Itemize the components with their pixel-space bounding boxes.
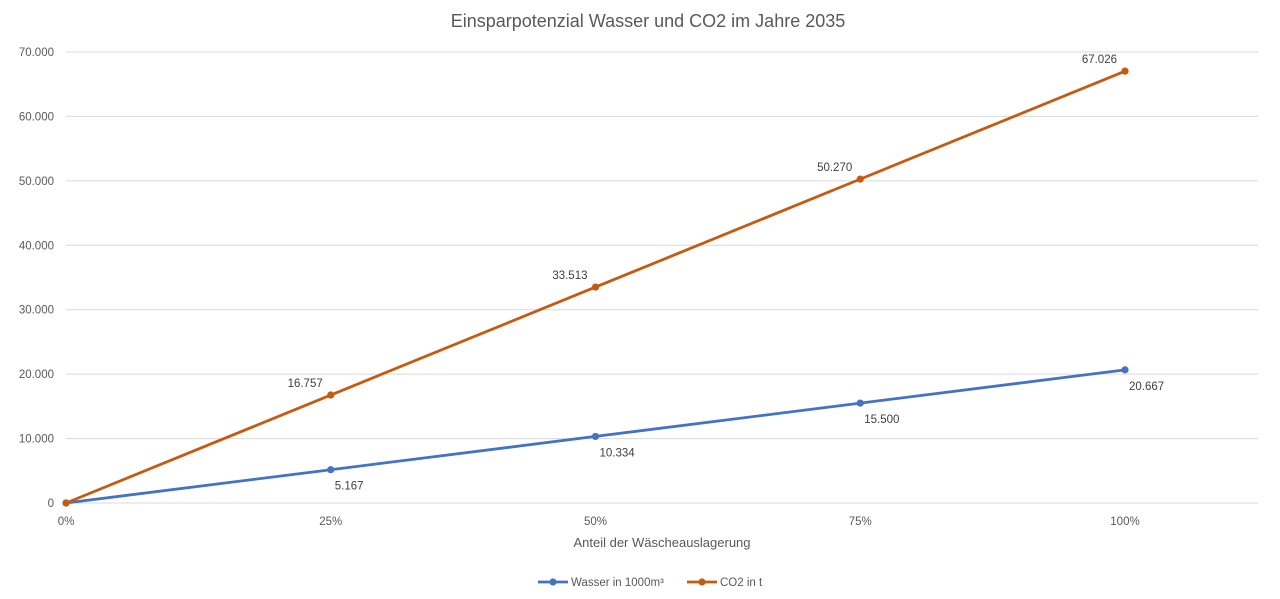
data-point — [1121, 67, 1129, 75]
legend: Wasser in 1000m³ CO2 in t — [538, 577, 763, 589]
x-tick-label: 50% — [584, 516, 607, 528]
y-tick-label: 0 — [48, 498, 54, 510]
data-point — [856, 399, 864, 407]
legend-marker — [549, 578, 557, 586]
data-label: 15.500 — [864, 414, 899, 426]
legend-item[interactable]: CO2 in t — [687, 577, 763, 589]
series-wasser: 5.167 10.334 15.500 20.667 — [62, 366, 1164, 507]
data-point — [856, 175, 864, 183]
y-tick-label: 30.000 — [19, 305, 54, 317]
series-co2: 16.757 33.513 50.270 67.026 — [62, 54, 1129, 507]
y-tick-label: 50.000 — [19, 176, 54, 188]
y-tick-label: 20.000 — [19, 369, 54, 381]
data-label: 20.667 — [1129, 381, 1164, 393]
data-label: 50.270 — [817, 162, 852, 174]
data-point — [327, 391, 335, 399]
legend-label: Wasser in 1000m³ — [571, 577, 664, 589]
data-label: 16.757 — [288, 378, 323, 390]
legend-item[interactable]: Wasser in 1000m³ — [538, 577, 664, 589]
series-group: 5.167 10.334 15.500 20.667 16.757 33.513 50.27… — [62, 54, 1164, 507]
y-tick-label: 10.000 — [19, 434, 54, 446]
y-tick-label: 70.000 — [19, 47, 54, 59]
data-label: 10.334 — [600, 447, 636, 459]
data-point — [327, 466, 335, 474]
data-point — [591, 283, 600, 291]
legend-marker — [698, 578, 706, 586]
data-point — [1121, 366, 1129, 374]
chart-title: Einsparpotenzial Wasser und CO2 im Jahre… — [451, 11, 846, 31]
y-tick-label: 40.000 — [19, 240, 54, 252]
x-axis-label: Anteil der Wäscheauslagerung — [573, 535, 750, 550]
data-label: 33.513 — [552, 270, 587, 282]
legend-label: CO2 in t — [720, 577, 763, 589]
gridlines — [66, 51, 1258, 504]
x-tick-label: 25% — [319, 516, 342, 528]
y-tick-label: 60.000 — [19, 111, 54, 123]
data-label: 5.167 — [335, 481, 364, 493]
x-tick-label: 0% — [58, 516, 75, 528]
x-tick-label: 75% — [849, 516, 872, 528]
x-axis-ticks: 0% 25% 50% 75% 100% — [58, 516, 1140, 528]
x-tick-label: 100% — [1110, 516, 1139, 528]
data-point — [591, 432, 600, 441]
data-point — [62, 499, 70, 507]
data-label: 67.026 — [1082, 54, 1117, 66]
y-axis-ticks: 0 10.000 20.000 30.000 40.000 50.000 60.000 70.… — [19, 47, 54, 510]
